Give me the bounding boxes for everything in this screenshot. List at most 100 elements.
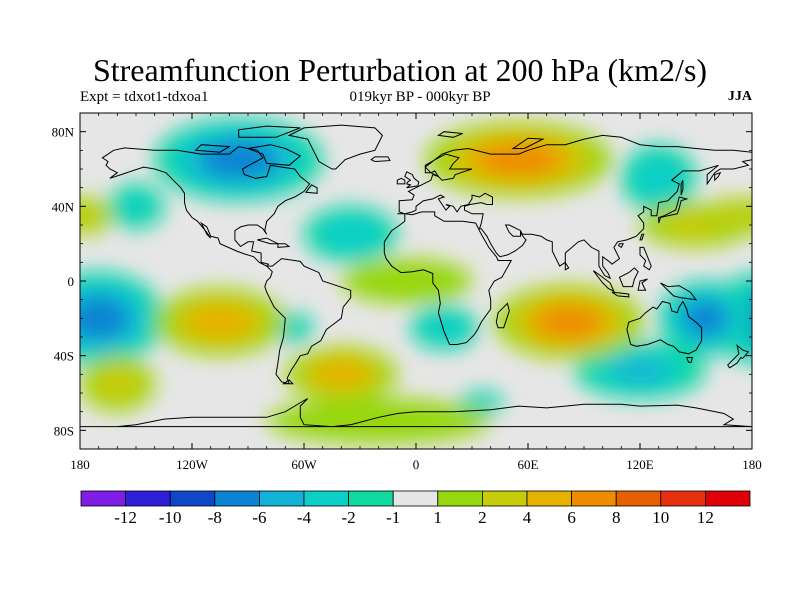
anomaly-contour [332,223,370,246]
colorbar-box [169,490,216,507]
anomaly-contour-wrap [753,208,771,223]
coastline-novaya-zemlya [511,137,545,149]
anomaly-contour-wrap [80,205,84,226]
coastline-tasmania [685,357,693,363]
anomaly-contour [724,208,743,224]
anomaly-contour [614,359,666,382]
anomaly-contour [284,319,306,337]
anomaly-contour [468,396,494,409]
colorbar: -12 -10 -8 -6 -4 -2 -1 1 2 4 6 8 10 12 [80,490,751,527]
coastline-tierra-del-fuego [281,379,294,385]
coastline-baffin [246,144,302,166]
lon-tick-label: 60E [518,457,539,472]
coastline-australia [626,300,703,355]
coastline-greenland [287,124,384,170]
anomaly-contour [643,165,674,192]
anomaly-contour [80,208,99,224]
coastline-madagascar [495,302,510,329]
coastline-britain [404,171,420,189]
anomaly-contour [315,408,442,434]
colorbar-box [303,490,349,507]
colorbar-label: -2 [342,508,356,527]
anomaly-contour [120,193,152,219]
colorbar-box [348,490,394,507]
coastline-north-america [101,146,311,267]
coastline-newfoundland [304,184,318,194]
colorbar-label: 4 [523,508,532,527]
coastline-svalbard [437,131,463,138]
coastline-sumatra [592,270,615,293]
coastline-sri-lanka [564,261,570,271]
experiment-label: Expt = tdxot1-tdxoa1 [80,89,209,105]
colorbar-box [437,490,483,507]
anomaly-contour [82,306,115,330]
colorbar-label: 1 [434,508,443,527]
coastline-south-america [264,258,352,385]
colorbar-box [258,490,305,507]
anomaly-contour [218,149,260,170]
lat-tick-label: 0 [68,274,75,289]
colorbar-label: 2 [478,508,487,527]
anomaly-contour [369,268,444,294]
anomaly-contour-wrap [755,307,787,330]
colorbar-box [392,490,439,507]
coastline-sulawesi [637,278,648,291]
coastline-ireland [396,177,406,185]
coastline-victoria-island [194,144,231,153]
colorbar-box [660,490,706,507]
colorbar-box [481,490,528,507]
coastline-java [611,291,630,298]
coastline-hainan [617,243,625,249]
lat-tick-label: 80N [52,125,75,140]
colorbar-label: 12 [697,508,714,527]
plot-title: Streamfunction Perturbation at 200 hPa (… [92,52,708,88]
axis-ticks: 80N 40N 0 40S 80S 180 120W 60W 0 60E 120E 180 [52,113,762,472]
lon-tick-label: 180 [70,457,90,472]
coastline-hispaniola [277,243,291,248]
coastline-eurasia-africa [383,134,752,345]
coastline-new-guinea [660,282,698,301]
anomaly-contour [495,150,542,169]
coastline-philippines [639,246,652,271]
colorbar-label: -4 [297,508,312,527]
colorbar-box [125,490,171,507]
field-blobs [80,118,787,444]
colorbar-box [80,490,126,507]
coastline-ellesmere [238,125,301,138]
colorbar-label: -8 [208,508,222,527]
anomaly-contour [200,311,240,333]
anomaly-contour [693,309,717,328]
coastline-japan [658,196,689,224]
colorbar-label: -12 [114,508,137,527]
colorbar-box [615,490,662,507]
colorbar-label: 10 [652,508,669,527]
coastline-kamchatka-islands [714,171,722,182]
colorbar-label: -1 [386,508,400,527]
colorbar-label: -6 [252,508,266,527]
coastlines [80,124,752,428]
colorbar-label: 6 [567,508,576,527]
lon-tick-label: 0 [413,457,420,472]
lon-tick-label: 180 [742,457,762,472]
anomaly-contour [673,216,719,234]
lon-tick-label: 120W [176,457,209,472]
anomaly-contour [430,318,458,337]
anomaly-contour [324,365,359,383]
coastline-new-zealand [727,344,750,369]
streamfunction-field [80,118,787,444]
anomaly-contour [550,312,588,332]
coastline-antarctica [80,398,752,428]
anomaly-contour [102,372,133,395]
colorbar-box [705,490,751,507]
colorbar-box [571,490,617,507]
season-label: JJA [727,89,752,104]
lat-tick-label: 80S [54,423,74,438]
lon-tick-label: 120E [626,457,654,472]
lat-tick-label: 40N [52,199,75,214]
coastline-borneo [618,267,639,288]
lon-tick-label: 60W [291,457,317,472]
coastline-iceland [370,156,391,163]
colorbar-box [214,490,260,507]
colorbar-label: 8 [612,508,621,527]
